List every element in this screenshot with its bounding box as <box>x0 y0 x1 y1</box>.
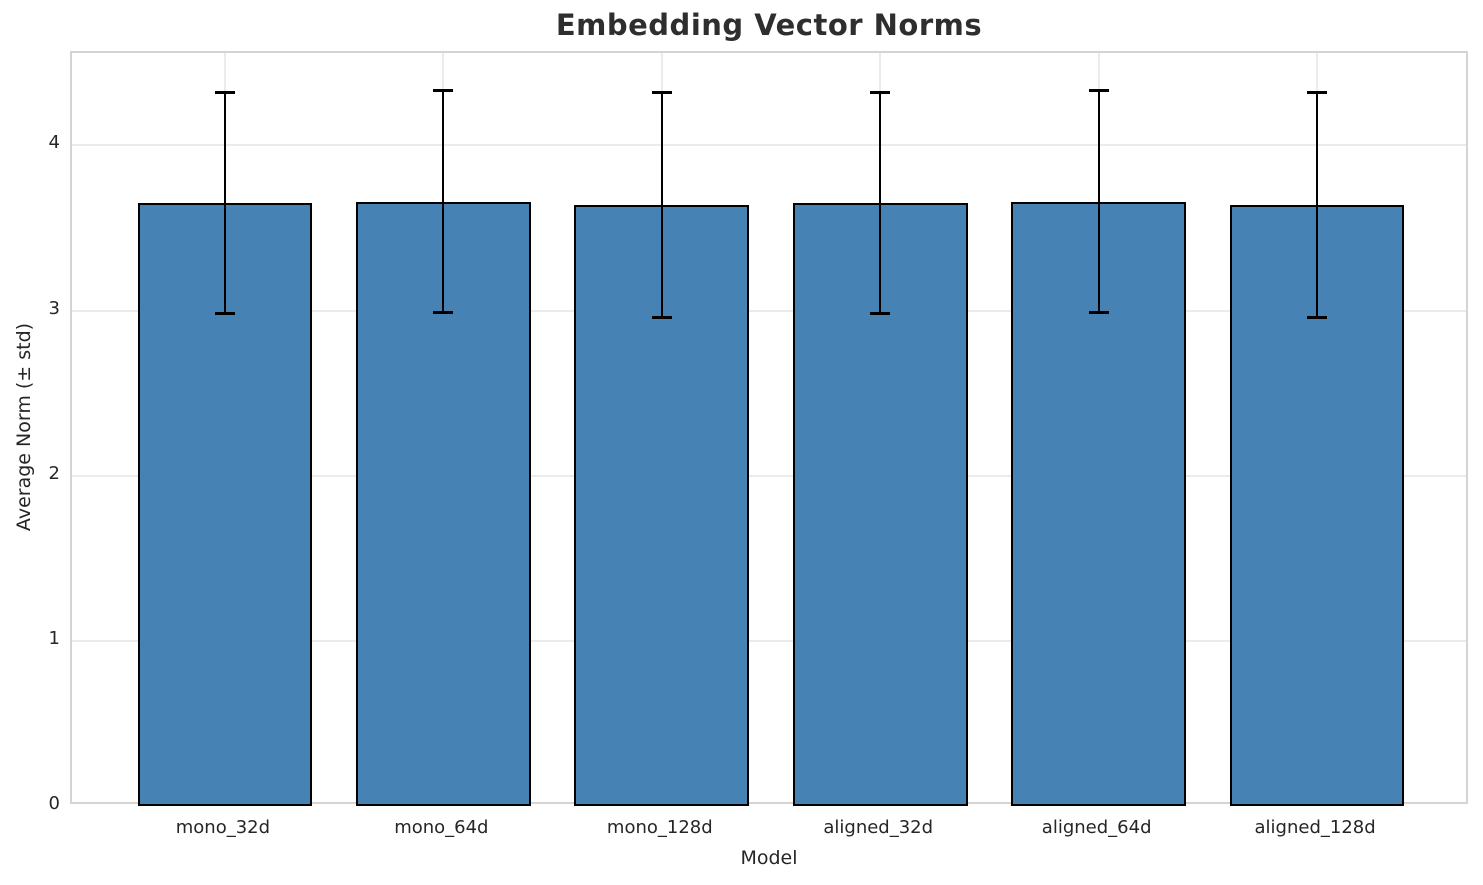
y-axis-label: Average Norm (± std) <box>13 322 35 532</box>
y-tick-label: 0 <box>48 793 60 814</box>
error-bar-line <box>442 90 445 313</box>
gridline-h <box>72 309 1466 312</box>
error-bar-line <box>660 92 663 318</box>
error-bar-cap-bottom <box>433 310 454 314</box>
error-bar-cap-top <box>651 91 672 95</box>
x-tick-label: aligned_32d <box>823 817 934 838</box>
chart-title: Embedding Vector Norms <box>555 8 983 42</box>
error-bar-cap-bottom <box>870 312 891 316</box>
x-tick-label: aligned_64d <box>1041 817 1152 838</box>
x-tick-label: mono_64d <box>394 817 489 838</box>
plot-area <box>70 51 1468 806</box>
error-bar-cap-top <box>1307 91 1328 95</box>
x-tick-label: mono_128d <box>606 817 713 838</box>
error-bar-cap-bottom <box>1088 310 1109 314</box>
y-tick-label: 1 <box>48 627 60 649</box>
error-bar-cap-top <box>433 89 454 93</box>
error-bar-line <box>223 92 226 314</box>
gridline-h <box>72 144 1466 147</box>
error-bar-line <box>1316 92 1319 318</box>
error-bar-cap-bottom <box>214 312 235 316</box>
y-tick-label: 2 <box>48 462 60 484</box>
gridline-h <box>72 474 1466 477</box>
bar <box>1229 204 1405 806</box>
error-bar-cap-top <box>214 91 235 95</box>
error-bar-cap-bottom <box>1307 315 1328 319</box>
error-bar-cap-bottom <box>651 315 672 319</box>
error-bar-line <box>879 92 882 314</box>
x-tick-label: mono_32d <box>175 817 271 838</box>
y-tick-label: 3 <box>48 297 60 319</box>
y-tick-label: 4 <box>48 132 60 154</box>
gridline-h <box>72 639 1466 642</box>
x-axis-label: Model <box>740 847 798 869</box>
x-tick-label: aligned_128d <box>1254 817 1376 838</box>
error-bar-cap-top <box>870 91 891 95</box>
error-bar-cap-top <box>1088 89 1109 93</box>
error-bar-line <box>1097 90 1100 313</box>
